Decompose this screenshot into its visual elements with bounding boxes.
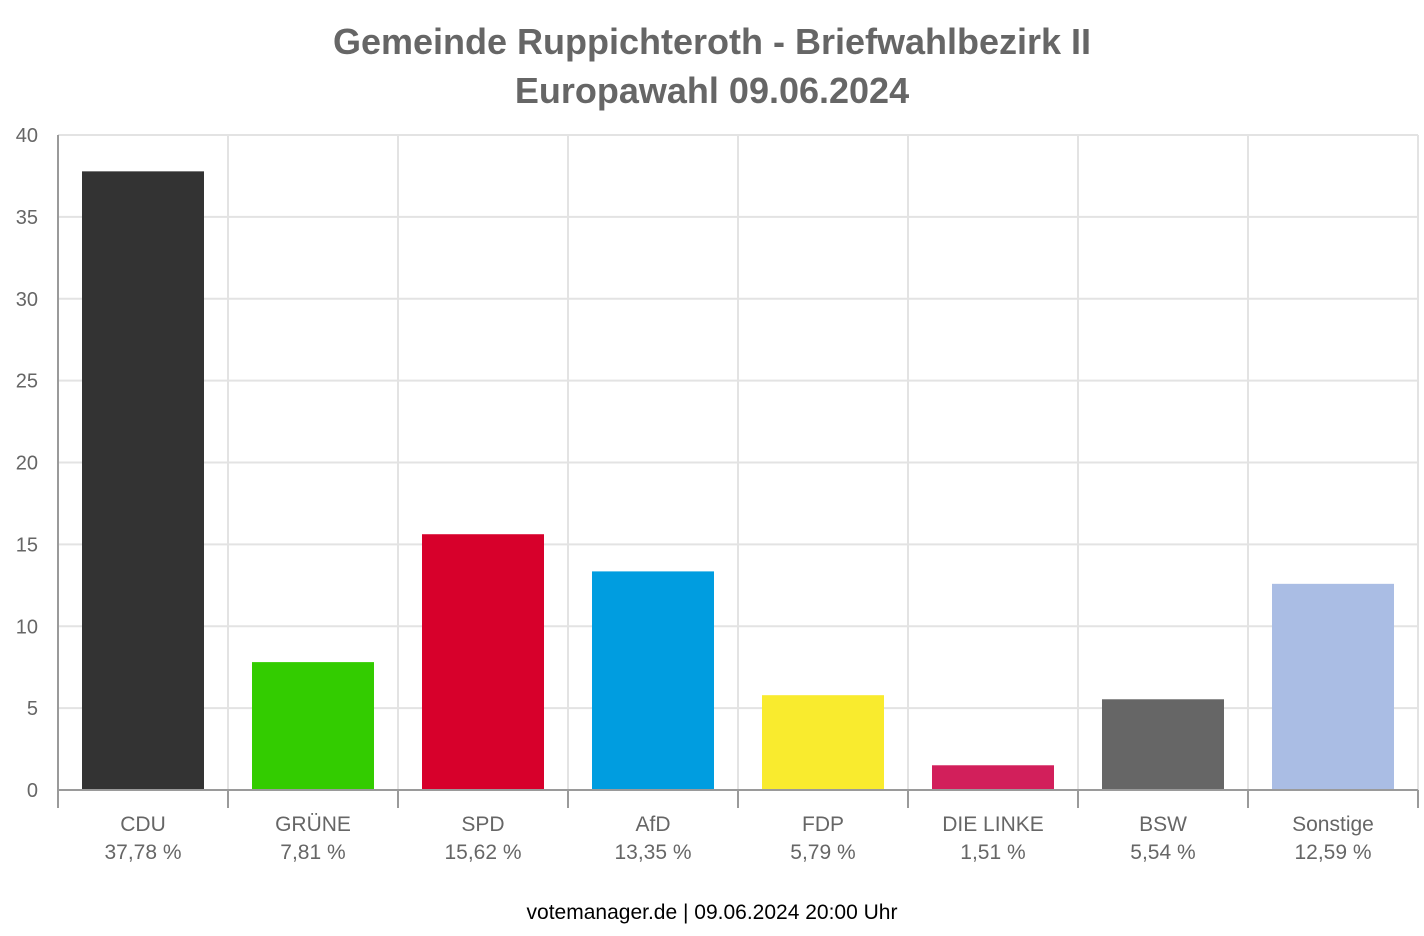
x-value-label: 5,79 % [790,841,855,864]
x-value-label: 12,59 % [1294,841,1371,864]
y-tick-label: 10 [16,616,38,638]
x-category-label: DIE LINKE [942,813,1044,836]
x-category-label: FDP [802,813,844,836]
y-tick-label: 40 [16,125,38,147]
bar-sonstige[interactable] [1272,583,1394,790]
bar-grüne[interactable] [252,662,374,790]
bar-die-linke[interactable] [932,765,1054,790]
chart-axes [57,135,1419,808]
x-value-label: 1,51 % [960,841,1025,864]
x-category-label: SPD [461,813,504,836]
y-tick-label: 15 [16,534,38,556]
x-value-label: 37,78 % [104,841,181,864]
source-footer: votemanager.de | 09.06.2024 20:00 Uhr [526,901,898,924]
chart-labels: 0 5 10 15 20 25 30 35 40 CDU 37,78 % GRÜNE 7,81 % SPD… [16,125,1374,864]
x-category-label: AfD [635,813,670,836]
x-value-label: 13,35 % [614,841,691,864]
y-tick-label: 5 [27,698,38,720]
y-tick-label: 25 [16,371,38,393]
bar-fdp[interactable] [762,695,884,790]
x-category-label: GRÜNE [275,813,351,836]
x-category-label: BSW [1139,813,1187,836]
chart-grid [58,134,1419,791]
chart-subtitle: Europawahl 09.06.2024 [514,70,910,111]
y-tick-label: 30 [16,289,38,311]
bar-bsw[interactable] [1102,699,1224,790]
bar-cdu[interactable] [82,171,204,791]
x-value-label: 7,81 % [280,841,345,864]
bar-afd[interactable] [592,571,714,790]
chart-title: Gemeinde Ruppichteroth - Briefwahlbezirk… [332,21,1092,62]
y-tick-label: 0 [27,780,38,802]
y-tick-label: 20 [16,453,38,475]
y-tick-label: 35 [16,207,38,229]
x-value-label: 15,62 % [444,841,521,864]
x-category-label: Sonstige [1292,813,1374,836]
x-category-label: CDU [120,813,166,836]
bar-spd[interactable] [422,534,544,790]
chart-bars [82,171,1394,791]
x-value-label: 5,54 % [1130,841,1195,864]
